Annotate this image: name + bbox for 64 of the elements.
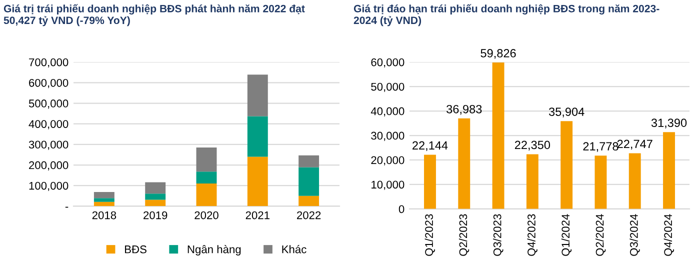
x-tick-label: Q4/2024 (664, 214, 674, 256)
x-tick-label: Q2/2024 (596, 214, 606, 256)
text: 22,350 (514, 140, 550, 151)
bar (247, 116, 268, 157)
y-tick-label: 50,000 (371, 82, 404, 92)
y-tick-label: 100,000 (29, 182, 68, 192)
y-tick-label: 600,000 (29, 78, 68, 88)
chart-title: Giá trị đáo hạn trái phiếu doanh nghiệp BĐS trong năm 2023- 2024 (tỷ VND) (354, 4, 660, 26)
text: 59,826 (480, 49, 516, 59)
bar (424, 154, 436, 209)
x-tick-label: 2018 (92, 211, 116, 220)
y-tick-label: 60,000 (371, 58, 404, 68)
legend-label: Khác (282, 244, 306, 254)
bar (145, 200, 166, 206)
x-tick-label: 2022 (297, 211, 321, 220)
bar (298, 167, 320, 196)
bar (94, 202, 114, 206)
legend-label: BĐS (125, 245, 146, 254)
text: 22,144 (412, 141, 448, 152)
x-tick-label: 2020 (194, 211, 218, 220)
y-tick-label: 40,000 (370, 107, 404, 116)
bar (526, 154, 538, 209)
x-tick-label: 2021 (246, 211, 270, 220)
bar (298, 196, 320, 206)
text: 35,904 (548, 108, 584, 118)
y-tick-label: 700,000 (29, 58, 68, 68)
bar (247, 156, 268, 206)
y-tick-label: 500,000 (28, 100, 68, 109)
bar (94, 198, 114, 202)
x-tick-label: Q4/2023 (527, 214, 538, 256)
bar (298, 155, 320, 168)
y-tick-label: 200,000 (29, 161, 68, 170)
bar (560, 121, 573, 209)
bar (492, 62, 504, 209)
y-tick-label: 400,000 (28, 120, 68, 130)
x-tick-label: Q2/2023 (458, 214, 470, 256)
bar (94, 192, 114, 198)
bar (196, 184, 217, 206)
bar (145, 194, 166, 200)
y-tick-label: - (65, 206, 68, 208)
x-tick-label: Q1/2023 (424, 214, 435, 256)
text: 22,747 (617, 140, 652, 150)
x-tick-label: Q1/2024 (561, 214, 572, 256)
bar (458, 118, 470, 209)
y-tick-label: 300,000 (28, 140, 68, 150)
bar (145, 182, 166, 194)
x-tick-label: 2019 (144, 211, 168, 220)
y-tick-label: 20,000 (371, 156, 404, 166)
text: 36,983 (446, 104, 482, 115)
bar (594, 156, 607, 209)
bar (196, 148, 217, 172)
y-tick-label: 10,000 (372, 180, 404, 190)
text: 21,778 (583, 142, 618, 152)
bar (663, 132, 675, 209)
chart-title: Giá trị trái phiếu doanh nghiệp BĐS phát hành năm 2022 đạt 50,427 tỷ VND (-79% YoY) (4, 4, 305, 26)
x-tick-label: Q3/2024 (630, 214, 640, 256)
bar (247, 74, 268, 116)
y-tick-label: 30,000 (371, 132, 404, 141)
legend-label: Ngân hàng (188, 244, 241, 256)
bar (628, 153, 641, 209)
text: 31,390 (651, 118, 687, 128)
x-tick-label: Q3/2023 (493, 214, 504, 256)
y-tick-label: 0 (398, 205, 404, 214)
bar (196, 172, 217, 184)
